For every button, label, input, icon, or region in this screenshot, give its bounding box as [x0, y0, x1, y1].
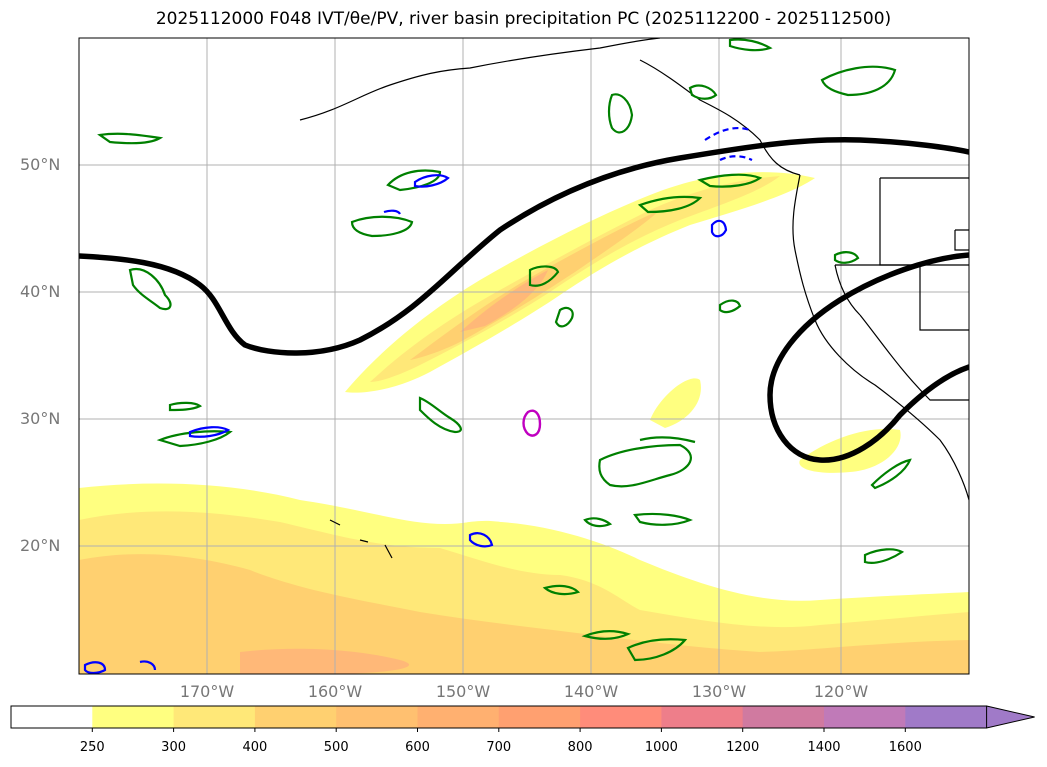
colorbar-tick-label: 400	[242, 740, 268, 755]
colorbar-tick-label: 1200	[726, 740, 760, 755]
lat-label-50n: 50°N	[20, 155, 61, 174]
pv-contour-main	[79, 137, 969, 356]
colorbar-extend-arrow	[986, 705, 1035, 729]
colorbar-swatch	[417, 706, 500, 728]
colorbar-swatch	[173, 706, 256, 728]
ivt-east-patch	[650, 378, 701, 428]
colorbar-swatch	[661, 706, 744, 728]
coastlines	[299, 38, 969, 559]
colorbar-tick-label: 600	[405, 740, 430, 755]
blue-contours	[83, 126, 753, 674]
colorbar-swatch	[742, 706, 825, 728]
magenta-contour	[522, 409, 542, 437]
colorbar-tick-label: 700	[486, 740, 512, 755]
colorbar-tick-label: 1000	[644, 740, 678, 755]
green-contours	[97, 38, 912, 662]
colorbar-tick-label: 1400	[807, 740, 841, 755]
lon-label-160w: 160°W	[307, 682, 363, 701]
lat-label-30n: 30°N	[20, 409, 61, 428]
lon-label-120w: 120°W	[813, 682, 869, 701]
map-plot-area	[79, 38, 969, 674]
ivt-band-high	[79, 554, 969, 674]
lat-label-40n: 40°N	[20, 282, 61, 301]
lon-label-140w: 140°W	[563, 682, 619, 701]
colorbar-swatch	[498, 706, 581, 728]
ivt-plume-core	[460, 270, 548, 332]
lat-label-20n: 20°N	[20, 536, 61, 555]
pv-contour-east	[767, 252, 969, 463]
lon-label-130w: 130°W	[691, 682, 747, 701]
colorbar-tick-label: 300	[161, 740, 187, 755]
colorbar-tick-label: 1600	[888, 740, 922, 755]
lon-label-150w: 150°W	[435, 682, 491, 701]
colorbar-swatch	[905, 706, 988, 728]
colorbar-tick-label: 250	[79, 740, 105, 755]
ivt-band-higher	[240, 648, 410, 674]
colorbar-tick-label: 800	[567, 740, 593, 755]
colorbar	[10, 705, 1035, 732]
colorbar-swatch	[824, 706, 906, 728]
colorbar-swatch	[254, 706, 337, 728]
map-gridlines	[79, 38, 969, 674]
colorbar-tick-label: 500	[323, 740, 349, 755]
colorbar-swatch	[11, 706, 93, 728]
map-title: 2025112000 F048 IVT/θe/PV, river basin p…	[155, 9, 892, 29]
map-frame	[78, 37, 970, 675]
colorbar-swatch	[336, 706, 418, 728]
colorbar-swatch	[580, 706, 662, 728]
pv-contours	[79, 137, 969, 463]
colorbar-swatch	[92, 706, 175, 728]
lon-label-170w: 170°W	[179, 682, 235, 701]
